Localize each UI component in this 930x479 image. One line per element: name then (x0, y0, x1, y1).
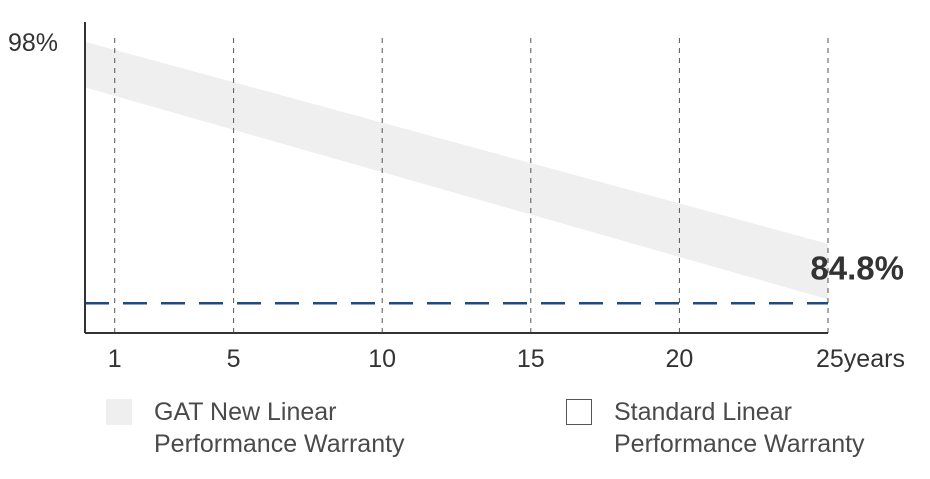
legend-standard-line2: Performance Warranty (614, 430, 865, 458)
legend-gat-line1: GAT New Linear (154, 398, 337, 426)
x-tick-label-10: 10 (368, 345, 396, 373)
x-tick-label-20: 20 (665, 345, 693, 373)
legend-item-standard: Standard Linear Performance Warranty (566, 396, 865, 460)
legend-gat-line2: Performance Warranty (154, 430, 405, 458)
legend-swatch-gat (106, 399, 132, 425)
legend-label-standard: Standard Linear Performance Warranty (614, 396, 865, 460)
legend-swatch-standard (566, 399, 592, 425)
legend-label-gat: GAT New Linear Performance Warranty (154, 396, 405, 460)
x-tick-label-25: 25years (816, 345, 905, 373)
x-tick-label-1: 1 (108, 345, 122, 373)
warranty-band (85, 41, 828, 300)
x-tick-label-5: 5 (227, 345, 241, 373)
legend-standard-line1: Standard Linear (614, 398, 792, 426)
annotation-848: 84.8% (810, 249, 904, 286)
y-tick-label-98: 98% (8, 29, 58, 57)
x-tick-label-15: 15 (517, 345, 545, 373)
legend-item-gat: GAT New Linear Performance Warranty (106, 396, 405, 460)
